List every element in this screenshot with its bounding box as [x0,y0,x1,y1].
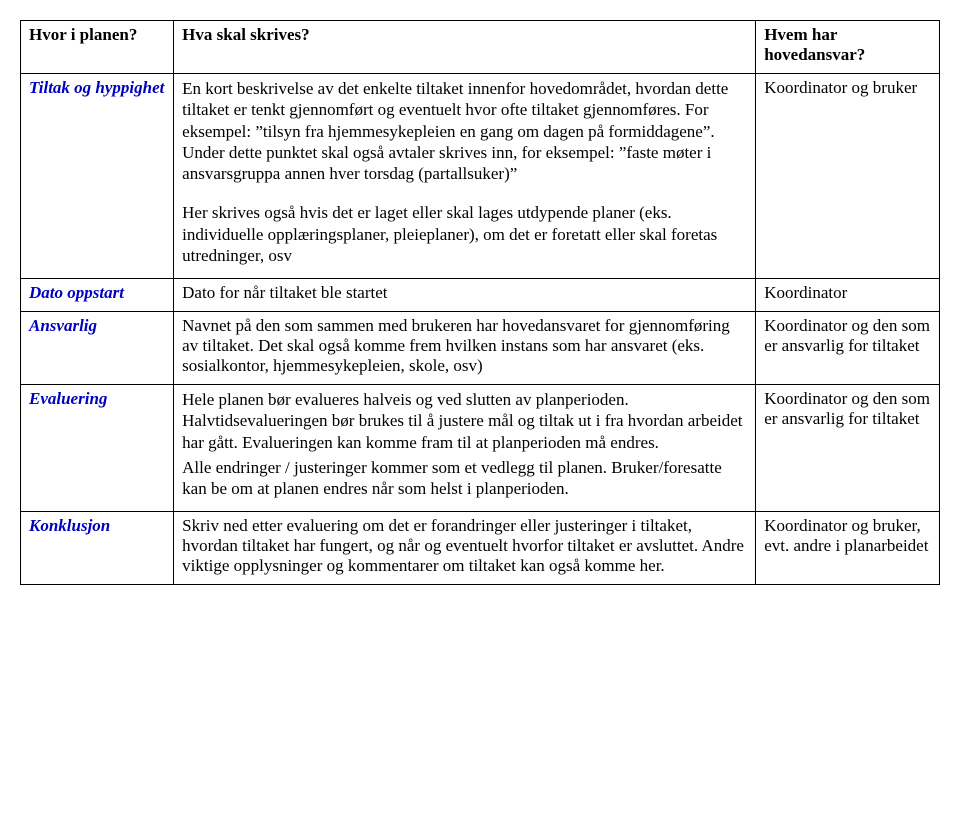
row-label-evaluering: Evaluering [29,389,107,408]
header-col3: Hvem har hovedansvar? [756,21,940,74]
cell-evaluering-responsible: Koordinator og den som er ansvarlig for … [756,385,940,512]
tiltak-paragraph-1: En kort beskrivelse av det enkelte tilta… [182,78,747,184]
row-label-konklusjon: Konklusjon [29,516,110,535]
cell-konklusjon-responsible: Koordinator og bruker, evt. andre i plan… [756,512,940,585]
document-table-page: Hvor i planen? Hva skal skrives? Hvem ha… [20,20,940,585]
cell-konklusjon-content: Skriv ned etter evaluering om det er for… [174,512,756,585]
evaluering-paragraph-2: Alle endringer / justeringer kommer som … [182,457,747,500]
header-col1: Hvor i planen? [21,21,174,74]
cell-dato-content: Dato for når tiltaket ble startet [174,279,756,312]
tiltak-paragraph-2: Her skrives også hvis det er laget eller… [182,202,747,266]
table-row: Dato oppstart Dato for når tiltaket ble … [21,279,940,312]
cell-evaluering-content: Hele planen bør evalueres halveis og ved… [174,385,756,512]
table-row: Tiltak og hyppighet En kort beskrivelse … [21,74,940,279]
row-label-ansvarlig: Ansvarlig [29,316,97,335]
table-row: Ansvarlig Navnet på den som sammen med b… [21,312,940,385]
row-label-tiltak: Tiltak og hyppighet [29,78,164,97]
plan-table: Hvor i planen? Hva skal skrives? Hvem ha… [20,20,940,585]
cell-ansvarlig-responsible: Koordinator og den som er ansvarlig for … [756,312,940,385]
table-row: Konklusjon Skriv ned etter evaluering om… [21,512,940,585]
cell-ansvarlig-content: Navnet på den som sammen med brukeren ha… [174,312,756,385]
table-header-row: Hvor i planen? Hva skal skrives? Hvem ha… [21,21,940,74]
evaluering-paragraph-1: Hele planen bør evalueres halveis og ved… [182,389,747,453]
cell-tiltak-content: En kort beskrivelse av det enkelte tilta… [174,74,756,279]
cell-tiltak-responsible: Koordinator og bruker [756,74,940,279]
table-row: Evaluering Hele planen bør evalueres hal… [21,385,940,512]
header-col2: Hva skal skrives? [174,21,756,74]
cell-dato-responsible: Koordinator [756,279,940,312]
row-label-dato: Dato oppstart [29,283,124,302]
